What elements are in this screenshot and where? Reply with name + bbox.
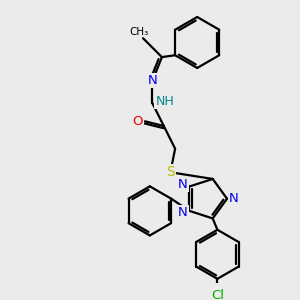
Text: S: S — [166, 165, 175, 179]
Text: CH₃: CH₃ — [130, 27, 149, 37]
Text: N: N — [229, 192, 238, 205]
Text: Cl: Cl — [211, 289, 224, 300]
Text: N: N — [178, 178, 188, 191]
Text: N: N — [178, 206, 188, 219]
Text: NH: NH — [155, 95, 174, 108]
Text: N: N — [148, 74, 157, 87]
Text: O: O — [132, 115, 142, 128]
